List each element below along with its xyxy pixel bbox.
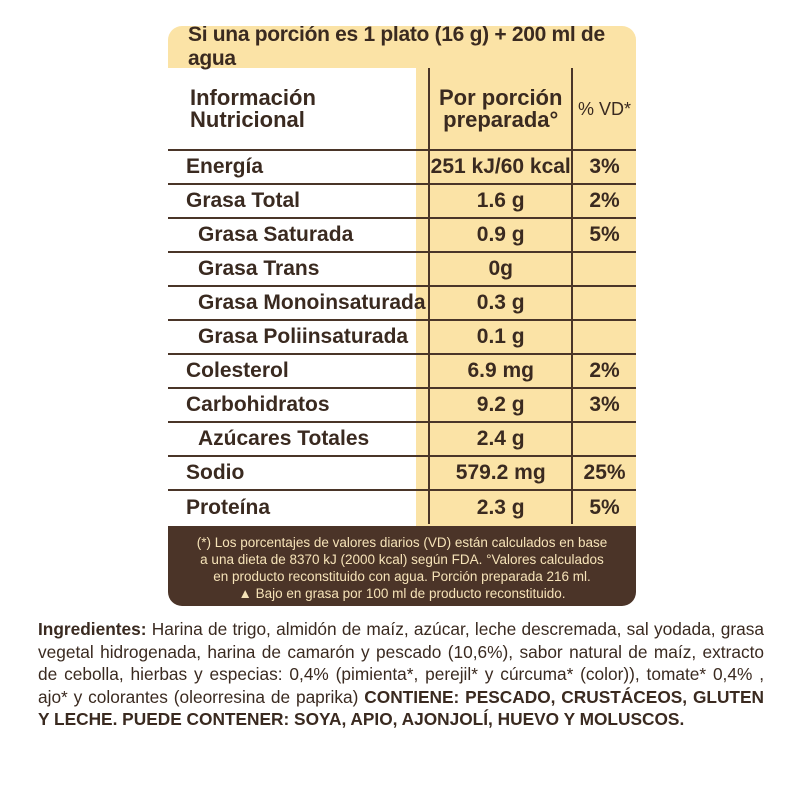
nutrient-vd [572, 252, 636, 286]
nutrient-value: 1.6 g [428, 184, 574, 218]
footnote-line: a una dieta de 8370 kJ (2000 kcal) según… [200, 552, 604, 567]
header-per-line1: Por porción [438, 84, 563, 110]
nutrient-value: 2.3 g [428, 490, 574, 524]
nutrient-value: 9.2 g [428, 388, 574, 422]
nutrient-name: Grasa Saturada [198, 223, 354, 246]
nutrient-name: Grasa Monoinsaturada [198, 291, 426, 314]
table-row: Azúcares Totales 2.4 g [168, 422, 636, 456]
table-row: Energía 251 kJ/60 kcal 3% [168, 150, 636, 184]
nutrient-vd: 2% [589, 189, 620, 212]
nutrient-name: Energía [186, 155, 264, 178]
table-row: Grasa Monoinsaturada 0.3 g [168, 286, 636, 320]
header-per-line2: preparada° [443, 106, 559, 132]
nutrient-vd: 5% [589, 495, 620, 519]
nutrition-facts-panel: Si una porción es 1 plato (16 g) + 200 m… [168, 26, 636, 606]
nutrient-name: Azúcares Totales [198, 427, 370, 450]
nutrient-value: 251 kJ/60 kcal [428, 150, 574, 184]
footnote-line: ▲ Bajo en grasa por 100 ml de producto r… [238, 586, 566, 601]
table-row: Sodio 579.2 mg 25% [168, 456, 636, 490]
footnote-line: en producto reconstituido con agua. Porc… [213, 569, 591, 584]
nutrition-table: Información Nutricional Por porción prep… [168, 68, 636, 524]
nutrient-vd [572, 286, 636, 320]
allergen-statement: CONTIENE: PESCADO, CRUSTÁCEOS, GLUTEN Y … [38, 686, 764, 730]
nutrient-vd: 25% [583, 461, 626, 484]
serving-size-line: Si una porción es 1 plato (16 g) + 200 m… [168, 26, 636, 70]
table-row: Grasa Total 1.6 g 2% [168, 184, 636, 218]
table-row: Grasa Trans 0g [168, 252, 636, 286]
nutrient-vd: 2% [589, 359, 620, 382]
nutrient-value: 6.9 mg [428, 354, 574, 388]
table-row: Grasa Poliinsaturada 0.1 g [168, 320, 636, 354]
nutrient-name: Colesterol [186, 359, 289, 382]
nutrient-value: 0.3 g [428, 286, 574, 320]
ingredients-paragraph: Ingredientes: Harina de trigo, almidón d… [38, 618, 764, 731]
nutrient-name: Grasa Poliinsaturada [198, 325, 409, 348]
header-vd: % VD* [578, 98, 632, 119]
table-header-row: Información Nutricional Por porción prep… [168, 68, 636, 150]
nutrient-name: Proteína [186, 495, 271, 519]
nutrient-vd: 3% [589, 393, 620, 416]
nutrient-rows: Energía 251 kJ/60 kcal 3% Grasa Total 1.6 g 2… [168, 150, 636, 524]
table-row: Carbohidratos 9.2 g 3% [168, 388, 636, 422]
ingredients-label: Ingredientes: [38, 619, 147, 639]
nutrient-name: Sodio [186, 461, 245, 484]
table-row: Proteína 2.3 g 5% [168, 490, 636, 524]
header-info-line2: Nutricional [190, 106, 305, 132]
nutrient-name: Carbohidratos [186, 393, 330, 416]
table-row: Colesterol 6.9 mg 2% [168, 354, 636, 388]
nutrient-value: 0.1 g [428, 320, 574, 354]
nutrient-vd [572, 320, 636, 354]
nutrient-name: Grasa Trans [198, 257, 320, 280]
table-row: Grasa Saturada 0.9 g 5% [168, 218, 636, 252]
nutrient-value: 2.4 g [428, 422, 574, 456]
nutrient-value: 0.9 g [428, 218, 574, 252]
footnote: (*) Los porcentajes de valores diarios (… [168, 526, 636, 606]
nutrient-value: 579.2 mg [428, 456, 574, 490]
nutrient-name: Grasa Total [186, 189, 300, 212]
nutrient-vd [572, 422, 636, 456]
nutrient-vd: 5% [589, 223, 620, 246]
header-por-porcion: Por porción preparada° [428, 68, 574, 150]
header-info-line1: Información [190, 84, 316, 110]
footnote-line: (*) Los porcentajes de valores diarios (… [196, 535, 608, 550]
header-info-nutricional: Información Nutricional [168, 68, 429, 150]
nutrient-vd: 3% [589, 155, 620, 178]
nutrient-value: 0g [428, 252, 574, 286]
ingredients-text: Harina de trigo, almidón de maíz, azúcar… [38, 619, 764, 707]
